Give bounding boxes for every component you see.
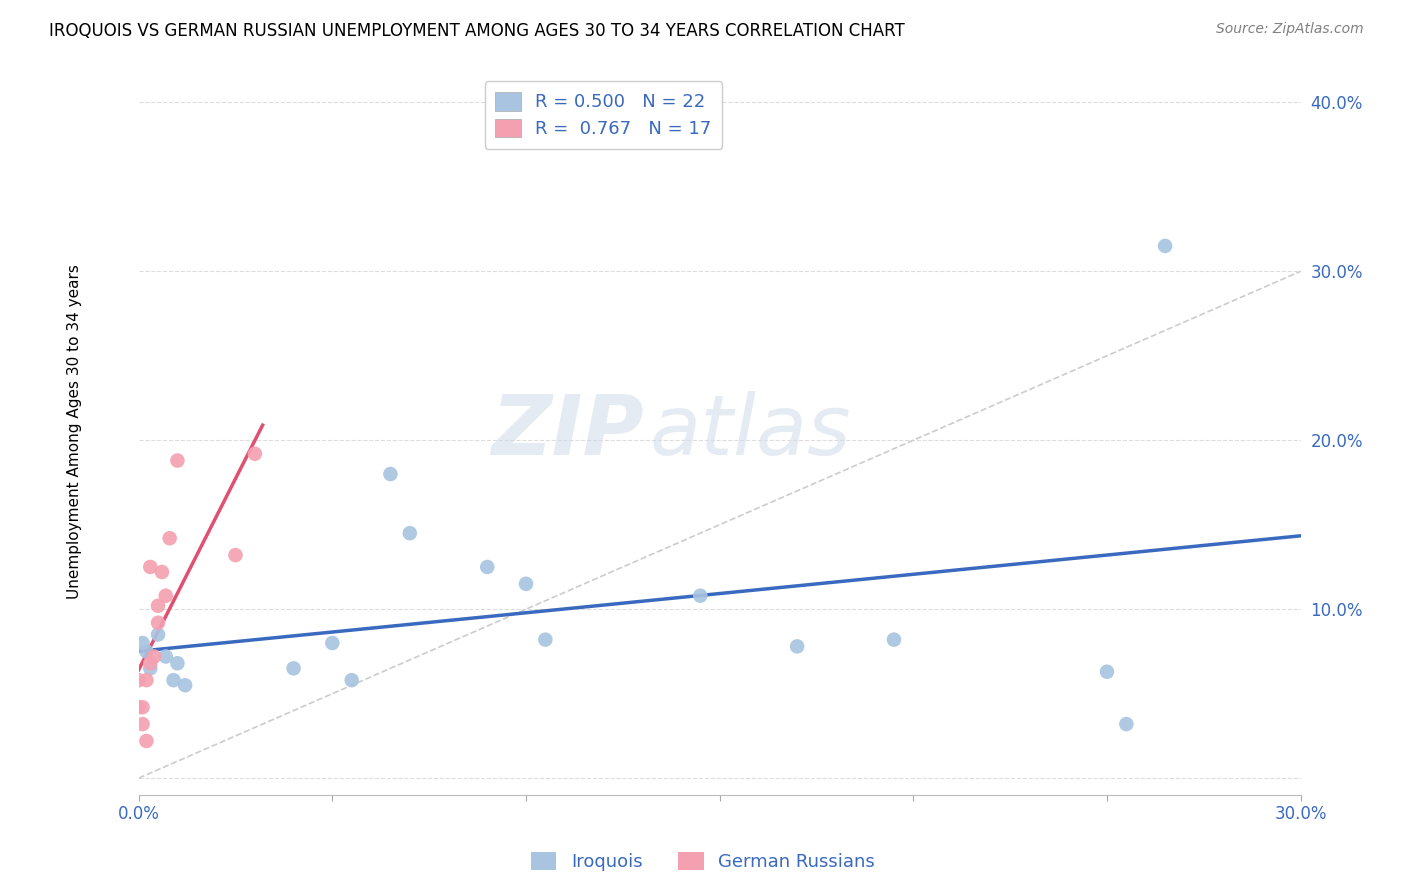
Point [155,589,177,603]
Point [146,599,169,613]
Point [321,636,343,650]
Point [139,560,162,574]
Point [1095,665,1118,679]
Point [135,734,157,748]
Point [143,649,166,664]
Point [283,661,305,675]
Point [1154,239,1177,253]
Point [166,657,188,671]
Text: Unemployment Among Ages 30 to 34 years: Unemployment Among Ages 30 to 34 years [67,264,83,599]
Text: IROQUOIS VS GERMAN RUSSIAN UNEMPLOYMENT AMONG AGES 30 TO 34 YEARS CORRELATION CH: IROQUOIS VS GERMAN RUSSIAN UNEMPLOYMENT … [49,22,905,40]
Legend: Iroquois, German Russians: Iroquois, German Russians [524,845,882,879]
Point [883,632,905,647]
Point [166,453,188,467]
Point [131,636,153,650]
Point [155,649,177,664]
Text: ZIP: ZIP [492,392,644,472]
Point [689,589,711,603]
Point [159,531,181,545]
Point [146,615,169,630]
Point [128,700,150,714]
Point [162,673,184,688]
Point [135,673,157,688]
Point [139,661,162,675]
Point [398,526,420,541]
Point [786,640,808,654]
Point [380,467,402,481]
Point [135,644,157,658]
Point [1115,717,1137,731]
Point [139,657,162,671]
Text: atlas: atlas [650,392,852,472]
Point [477,560,499,574]
Point [146,627,169,641]
Point [128,673,150,688]
Point [150,565,173,579]
Point [243,447,266,461]
Point [515,577,537,591]
Point [340,673,363,688]
Legend: R = 0.500   N = 22, R =  0.767   N = 17: R = 0.500 N = 22, R = 0.767 N = 17 [485,81,723,149]
Point [534,632,557,647]
Point [224,548,246,562]
Point [131,700,153,714]
Text: Source: ZipAtlas.com: Source: ZipAtlas.com [1216,22,1364,37]
Point [174,678,197,692]
Point [131,717,153,731]
